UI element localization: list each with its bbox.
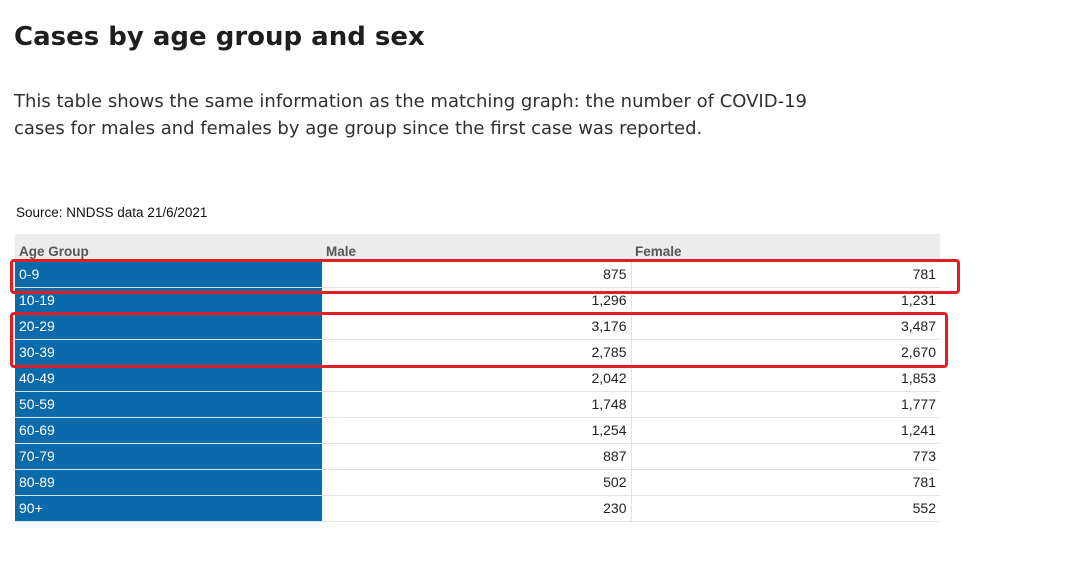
female-count-cell: 3,487 xyxy=(631,313,940,340)
header-male: Male xyxy=(322,234,631,262)
table-row: 20-29 3,176 3,487 xyxy=(15,313,940,340)
male-count-cell: 3,176 xyxy=(322,313,632,340)
age-group-cell: 0-9 xyxy=(15,262,322,288)
cases-table: Age Group Male Female 0-9 875 781 10-19 … xyxy=(15,234,940,522)
male-count-cell: 2,042 xyxy=(322,365,632,392)
table-row: 10-19 1,296 1,231 xyxy=(15,287,940,314)
female-count-cell: 1,777 xyxy=(631,391,940,418)
age-group-cell: 30-39 xyxy=(15,339,322,366)
male-count-cell: 887 xyxy=(322,443,632,470)
age-group-cell: 10-19 xyxy=(15,287,322,314)
table-row: 70-79 887 773 xyxy=(15,443,940,470)
table-row: 90+ 230 552 xyxy=(15,495,940,522)
male-count-cell: 2,785 xyxy=(322,339,632,366)
female-count-cell: 2,670 xyxy=(631,339,940,366)
table-header-row: Age Group Male Female xyxy=(15,234,940,262)
female-count-cell: 781 xyxy=(631,469,940,496)
age-group-cell: 40-49 xyxy=(15,365,322,392)
male-count-cell: 1,254 xyxy=(322,417,632,444)
male-count-cell: 1,748 xyxy=(322,391,632,418)
age-group-cell: 50-59 xyxy=(15,391,322,418)
age-group-cell: 90+ xyxy=(15,495,322,522)
table-row: 50-59 1,748 1,777 xyxy=(15,391,940,418)
female-count-cell: 781 xyxy=(631,262,940,288)
table-row: 80-89 502 781 xyxy=(15,469,940,496)
page-title: Cases by age group and sex xyxy=(14,22,425,52)
age-group-cell: 70-79 xyxy=(15,443,322,470)
female-count-cell: 1,853 xyxy=(631,365,940,392)
header-age-group: Age Group xyxy=(15,234,322,262)
header-female: Female xyxy=(631,234,940,262)
age-group-cell: 80-89 xyxy=(15,469,322,496)
male-count-cell: 875 xyxy=(322,262,632,288)
male-count-cell: 230 xyxy=(322,495,632,522)
female-count-cell: 552 xyxy=(631,495,940,522)
intro-text: This table shows the same information as… xyxy=(14,91,808,139)
table-row: 0-9 875 781 xyxy=(15,262,940,288)
table-row: 30-39 2,785 2,670 xyxy=(15,339,940,366)
table-row: 40-49 2,042 1,853 xyxy=(15,365,940,392)
age-group-cell: 20-29 xyxy=(15,313,322,340)
table-row: 60-69 1,254 1,241 xyxy=(15,417,940,444)
female-count-cell: 1,231 xyxy=(631,287,940,314)
source-note: Source: NNDSS data 21/6/2021 xyxy=(16,205,208,220)
female-count-cell: 773 xyxy=(631,443,940,470)
male-count-cell: 502 xyxy=(322,469,632,496)
age-group-cell: 60-69 xyxy=(15,417,322,444)
male-count-cell: 1,296 xyxy=(322,287,632,314)
female-count-cell: 1,241 xyxy=(631,417,940,444)
